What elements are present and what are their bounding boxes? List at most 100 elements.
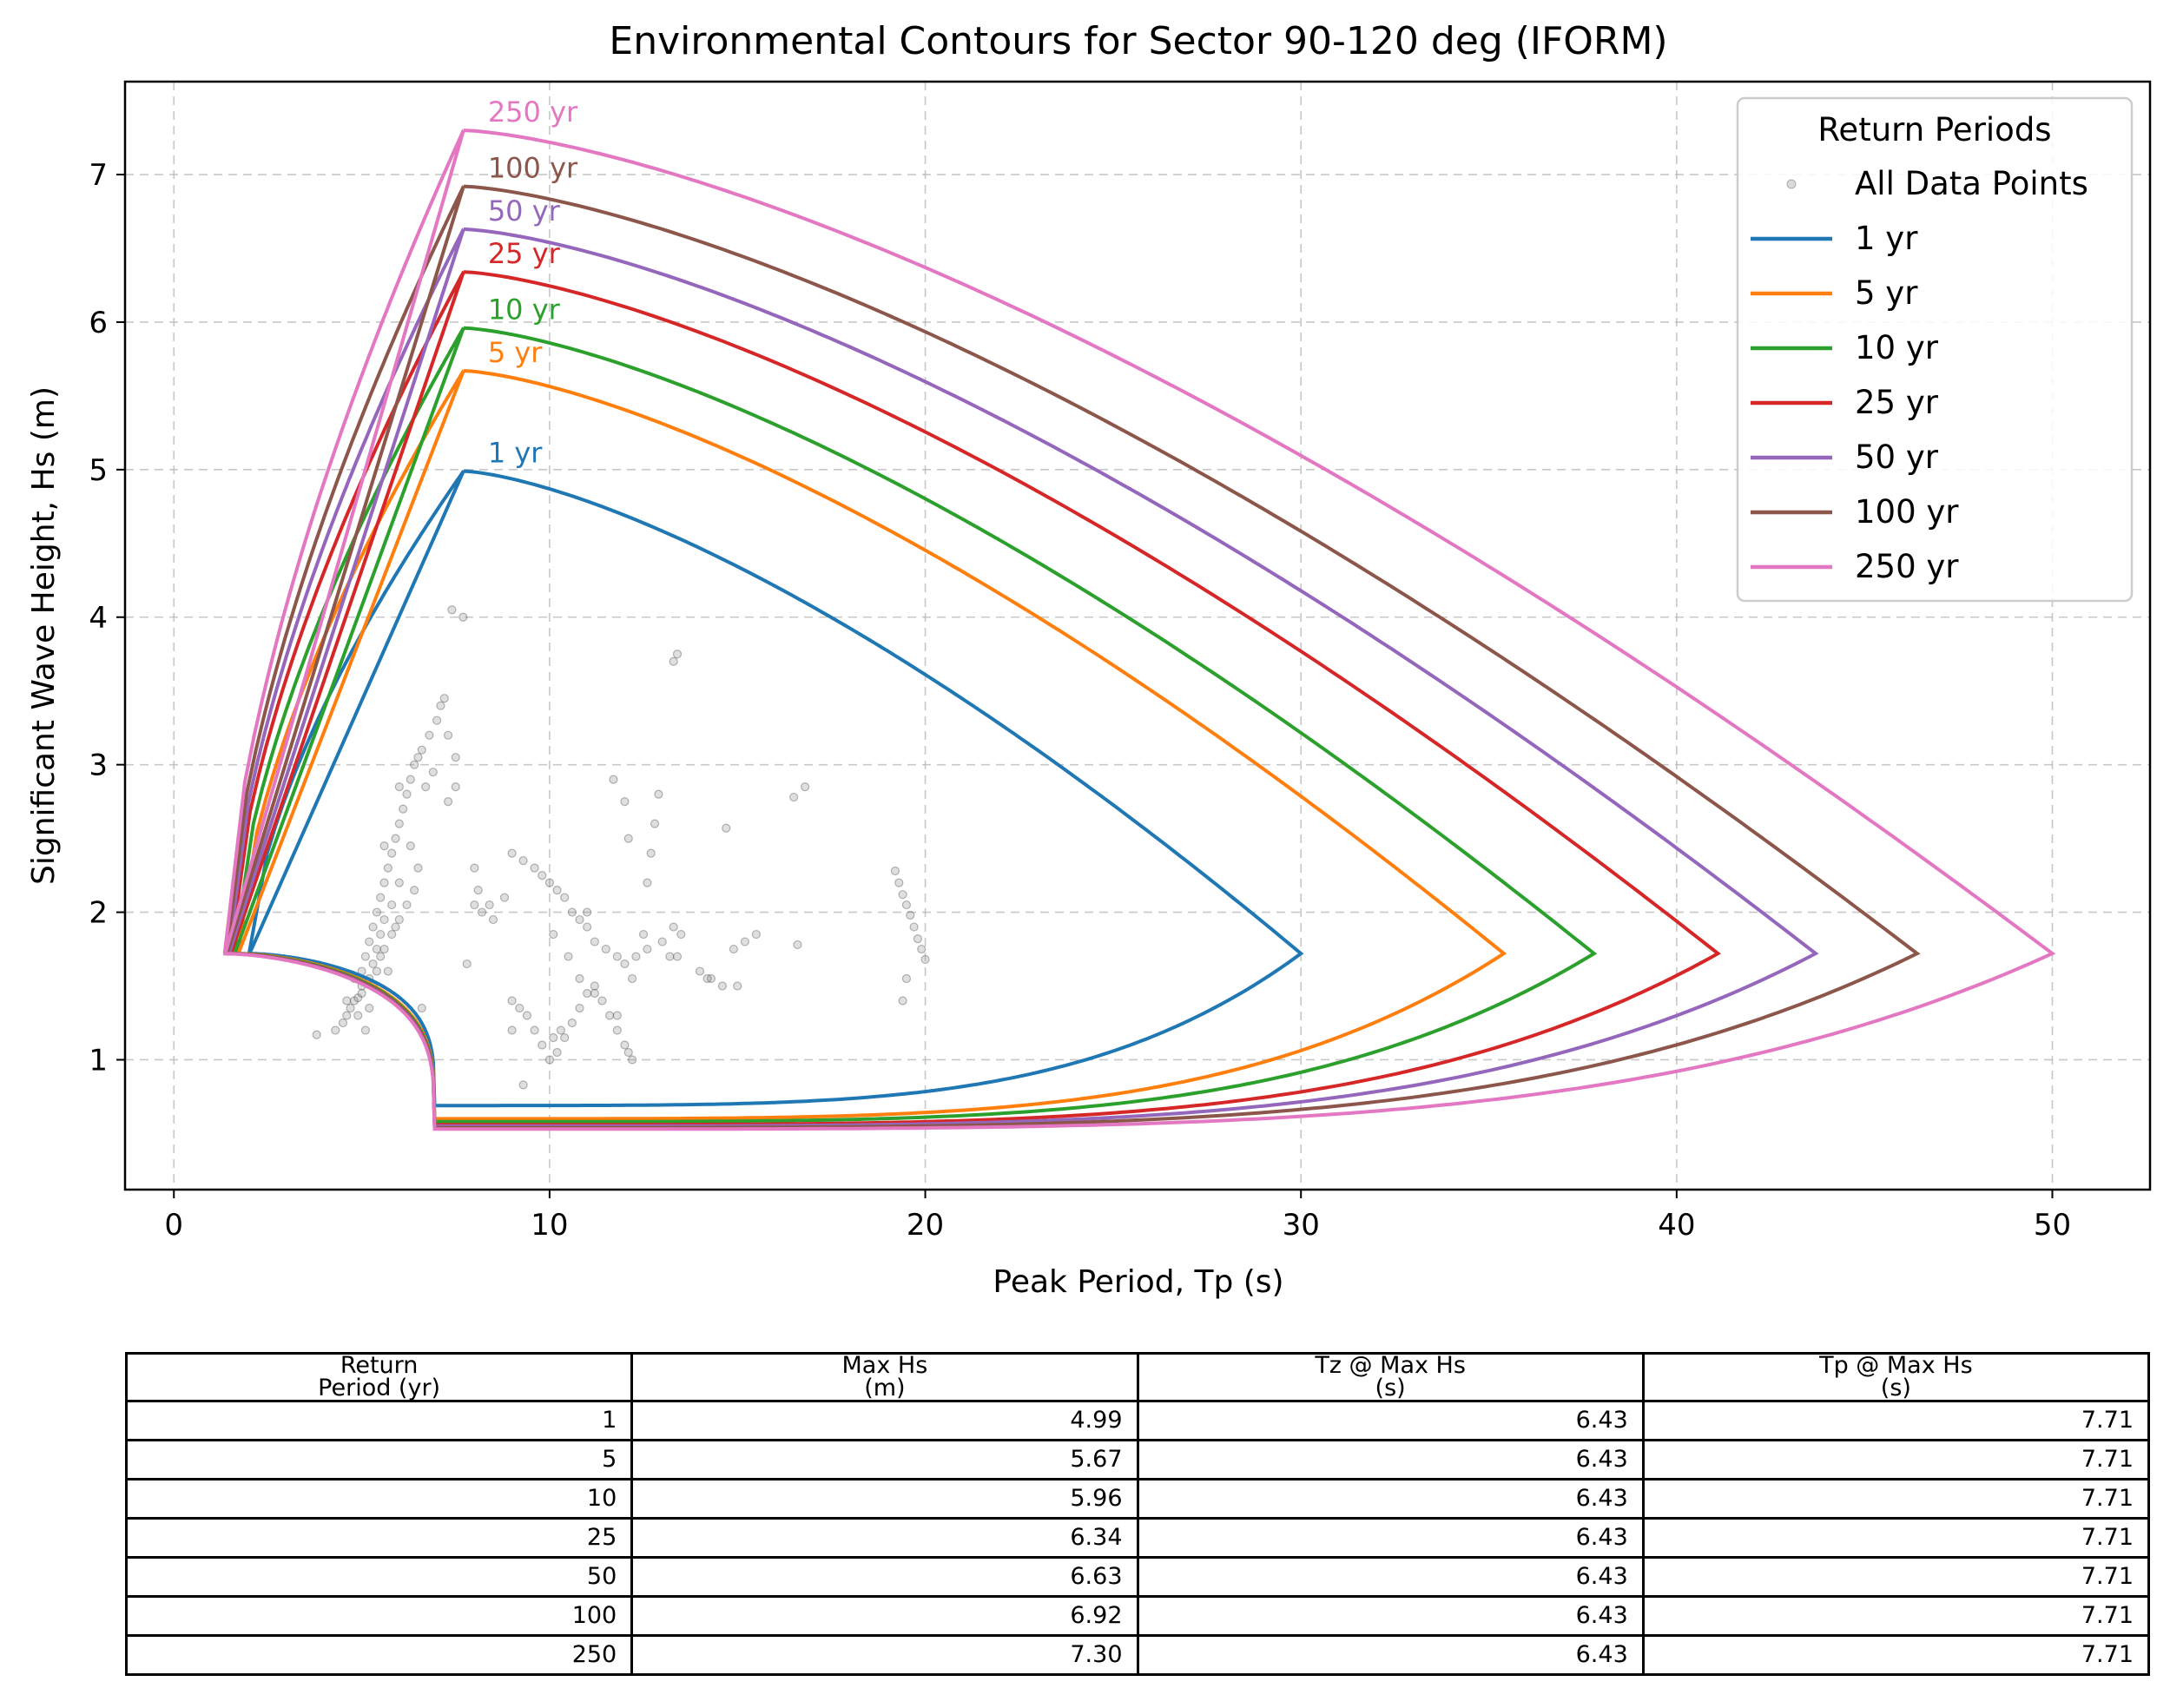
data-point (672, 952, 683, 961)
data-point (901, 973, 912, 984)
data-point (789, 792, 799, 802)
data-point (470, 863, 479, 873)
data-point (383, 863, 392, 873)
contour-label: 25 yr (488, 237, 561, 270)
contour-label: 1 yr (488, 437, 543, 470)
contour-label: 100 yr (488, 152, 578, 185)
data-point (406, 841, 415, 851)
data-point (413, 753, 423, 762)
data-point (793, 940, 802, 950)
data-point (439, 694, 449, 703)
data-point (906, 910, 915, 920)
data-point (342, 996, 352, 1006)
data-point (669, 656, 678, 666)
contour-lines (222, 129, 2056, 1131)
y-tick-label: 4 (89, 601, 108, 636)
data-point (447, 605, 457, 615)
data-point (567, 907, 577, 917)
data-point (646, 848, 656, 858)
data-point (365, 1003, 374, 1013)
table-cell: 6.43 (1136, 1478, 1645, 1520)
y-tick-label: 6 (89, 306, 108, 340)
data-point (733, 981, 742, 991)
data-point (638, 929, 649, 940)
table-header-cell: Max Hs (m) (630, 1352, 1139, 1402)
table-cell: 6.43 (1136, 1400, 1645, 1441)
data-point (564, 952, 573, 961)
table-row: 25 6.34 6.43 7.71 (124, 1517, 2151, 1559)
data-point (410, 885, 419, 895)
table-cell: 6.43 (1136, 1634, 1645, 1676)
data-point (518, 1080, 528, 1090)
data-point (488, 914, 498, 925)
table-row: 50 6.63 6.43 7.71 (124, 1556, 2151, 1598)
scatter-points (312, 605, 930, 1131)
table-cell: 6.63 (630, 1556, 1139, 1598)
data-point (417, 1003, 426, 1013)
data-point (451, 782, 460, 792)
data-point (353, 1011, 363, 1020)
legend-label: 5 yr (1855, 274, 1918, 312)
data-point (379, 878, 389, 887)
table-row: 100 6.92 6.43 7.71 (124, 1595, 2151, 1637)
table-cell: 7.71 (1641, 1634, 2151, 1676)
data-point (379, 914, 389, 925)
contour-line (247, 469, 1304, 1108)
y-tick-label: 7 (89, 158, 108, 193)
contour-line (222, 129, 2056, 1131)
table-cell: 6.34 (630, 1517, 1139, 1559)
legend: Return Periods All Data Points 1 yr 5 yr 10… (1736, 96, 2134, 603)
legend-box (1736, 96, 2134, 603)
data-point (522, 1011, 532, 1020)
data-point (372, 944, 381, 954)
data-point (729, 944, 738, 954)
table-cell: 6.43 (1136, 1517, 1645, 1559)
data-point (346, 1003, 355, 1013)
legend-label: 250 yr (1855, 548, 1959, 585)
table-cell: 6.43 (1136, 1439, 1645, 1480)
legend-label: 1 yr (1855, 220, 1918, 257)
data-point (515, 1003, 524, 1013)
data-point (428, 768, 438, 777)
data-point (507, 848, 517, 858)
contour-labels: 1 yr 5 yr 10 yr 25 yr 50 yr 100 yr 250 yr (488, 96, 578, 469)
data-point (575, 973, 584, 984)
y-tick-label: 5 (89, 453, 108, 488)
data-point (631, 952, 641, 961)
x-tick-label: 20 (907, 1208, 944, 1243)
data-point (538, 870, 547, 880)
legend-label: 50 yr (1855, 439, 1939, 476)
table-cell: 7.30 (630, 1634, 1139, 1676)
data-point (706, 973, 716, 984)
data-point (583, 922, 592, 932)
table-cell: 6.43 (1136, 1556, 1645, 1598)
data-point (917, 944, 927, 954)
data-point (387, 848, 397, 858)
y-tick-label: 3 (89, 748, 108, 783)
plot-frame (123, 80, 2152, 1191)
data-point (410, 760, 419, 769)
data-point (379, 841, 389, 851)
data-point (556, 1025, 565, 1035)
data-point (627, 973, 637, 984)
chart-title: Environmental Contours for Sector 90-120… (609, 19, 1667, 63)
data-point (620, 797, 630, 807)
table-cell: 7.71 (1641, 1439, 2151, 1480)
data-point (544, 878, 554, 887)
data-point (342, 1011, 352, 1020)
data-point (470, 900, 479, 910)
table-cell: 100 (124, 1595, 634, 1637)
data-point (890, 866, 900, 876)
data-point (620, 1040, 630, 1050)
data-point (372, 907, 381, 917)
data-point (620, 959, 630, 969)
data-point (657, 937, 667, 946)
data-point (530, 863, 539, 873)
data-point (485, 900, 494, 910)
data-point (387, 929, 397, 940)
data-point (575, 914, 584, 925)
data-point (597, 996, 607, 1006)
data-point (672, 650, 683, 659)
data-point (413, 863, 423, 873)
data-point (518, 856, 528, 866)
